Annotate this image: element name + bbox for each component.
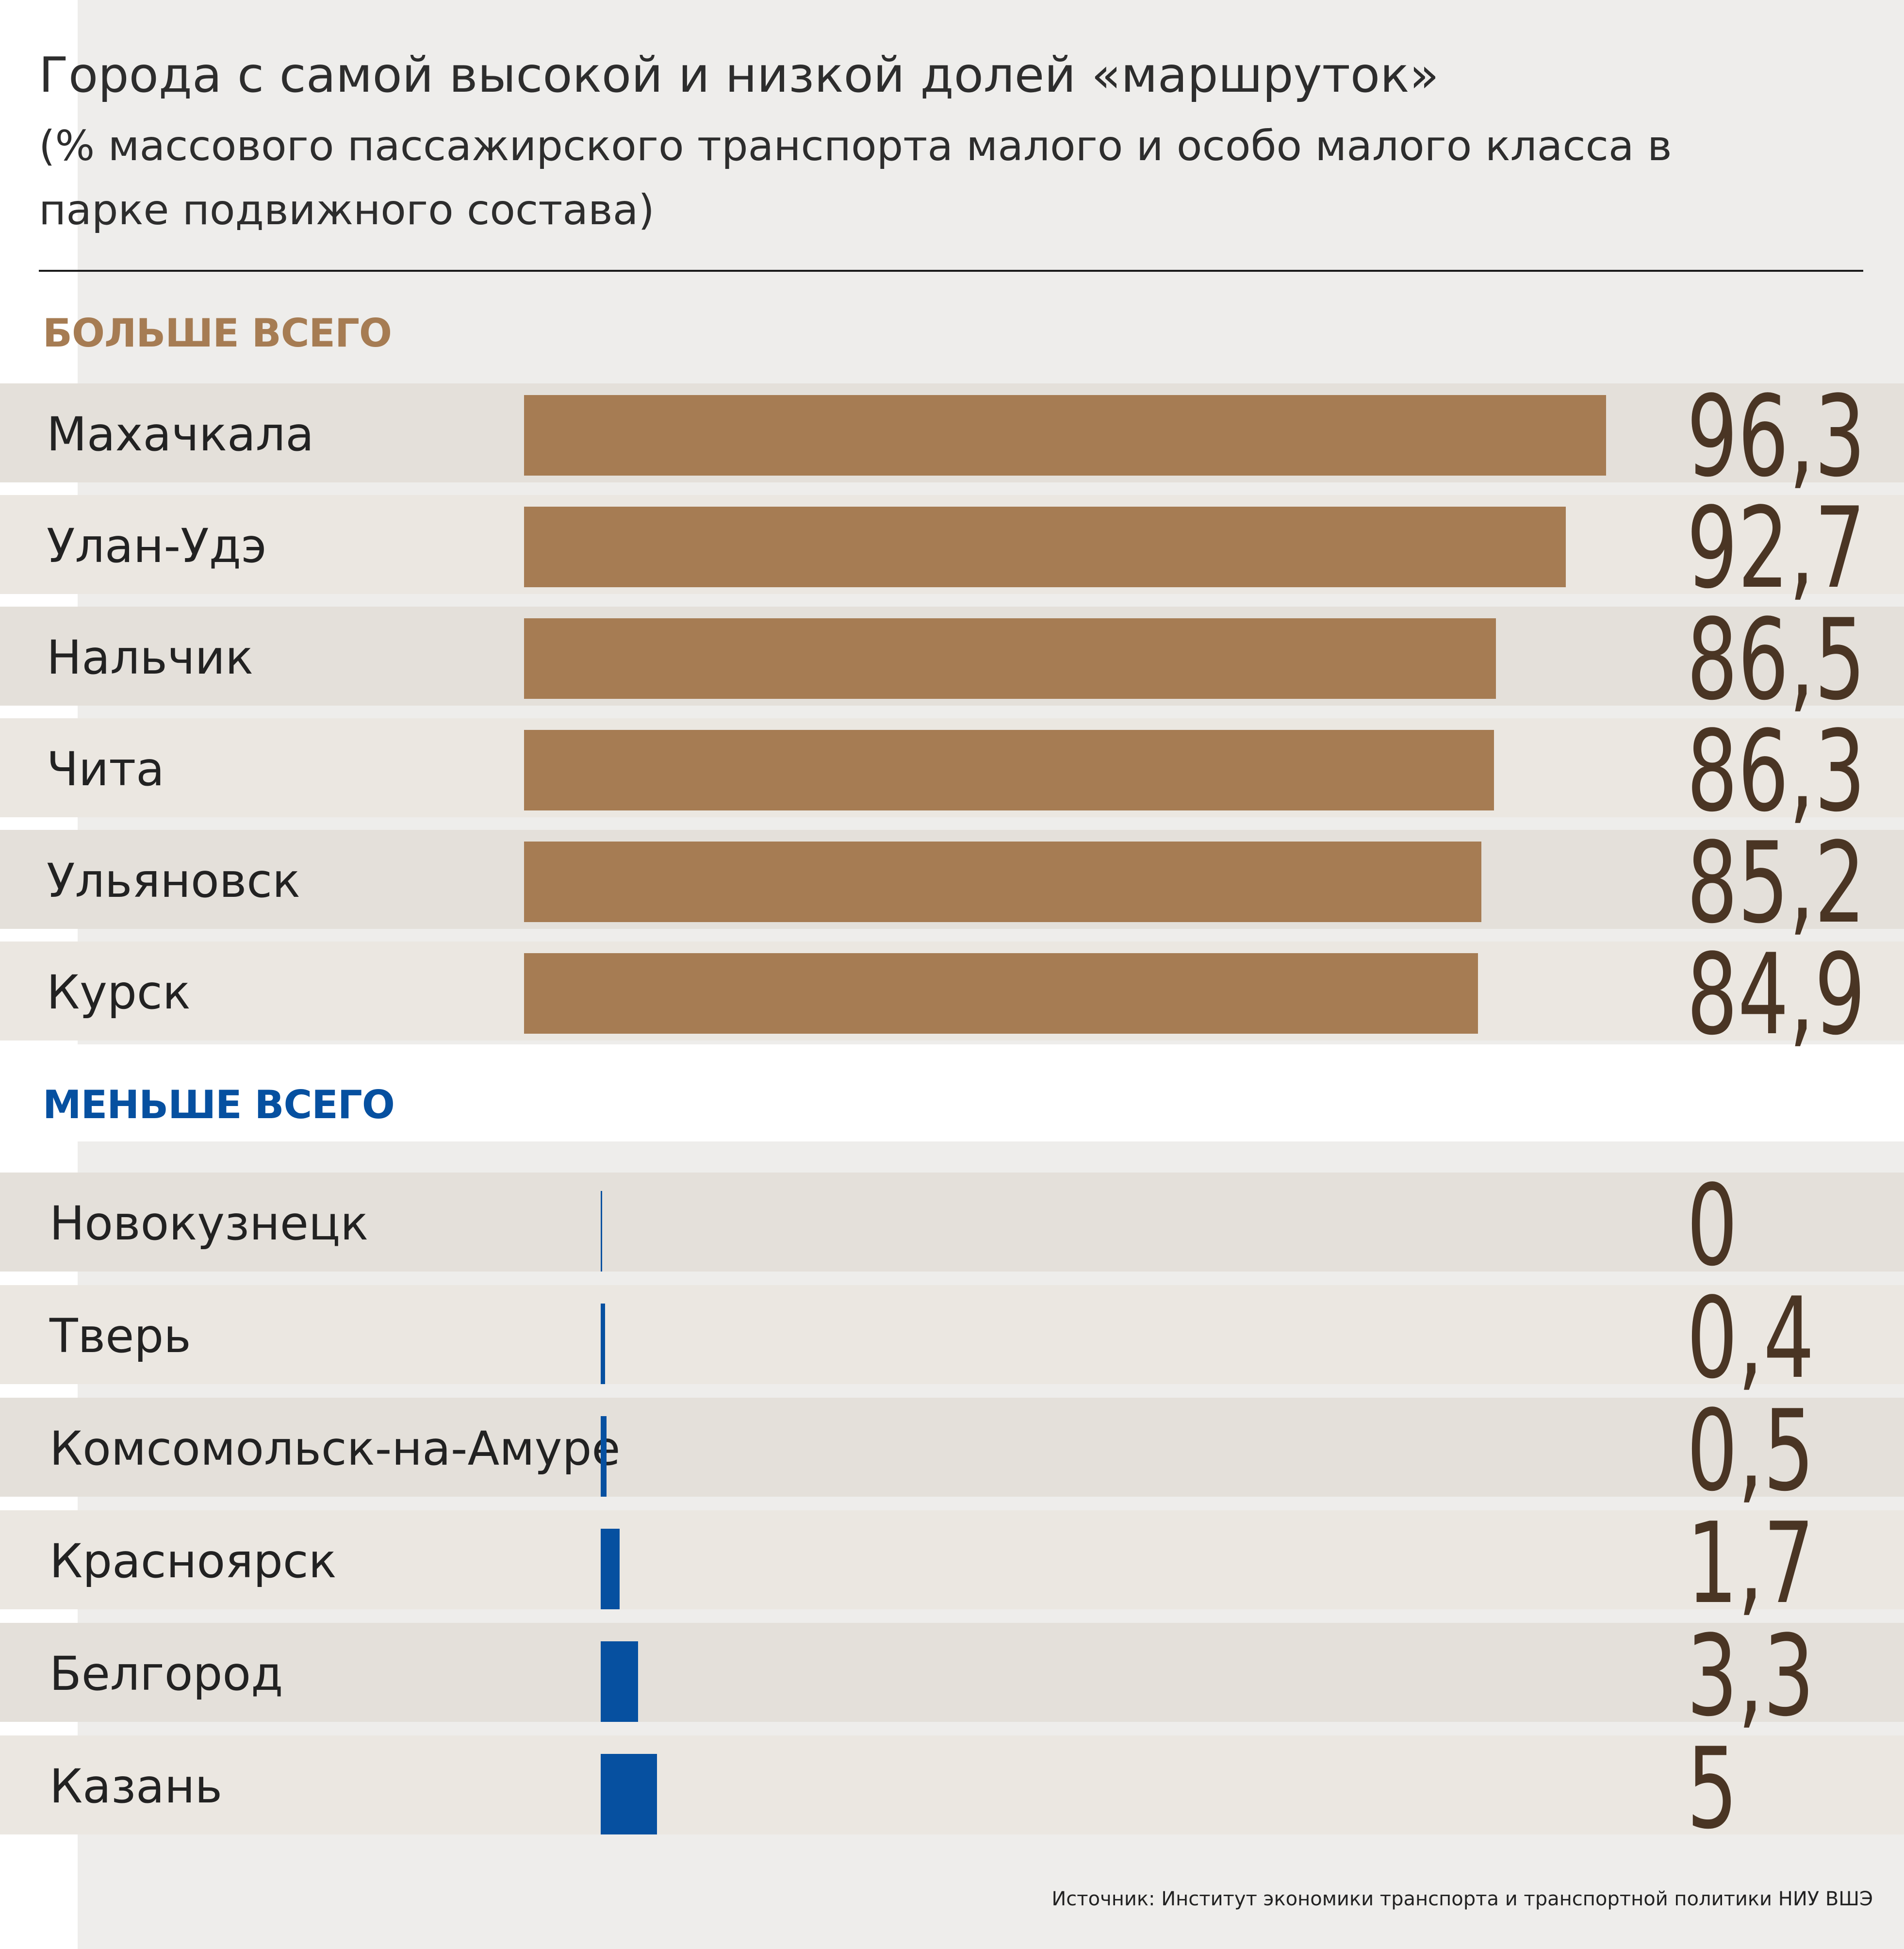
category-label: Улан-Удэ [47,519,267,573]
data-label: 0,5 [1687,1387,1815,1516]
bar [524,618,1496,699]
bar [601,1754,657,1834]
category-label: Тверь [49,1309,191,1363]
data-label: 1,7 [1687,1499,1815,1629]
category-label: Комсомольск-на-Амуре [49,1421,621,1476]
bar [524,842,1482,922]
category-label: Белгород [49,1647,283,1701]
data-label: 96,3 [1687,372,1866,502]
data-label: 85,2 [1687,819,1866,948]
chart-subtitle: (% массового пассажирского транспорта ма… [39,122,1672,234]
data-label: 92,7 [1687,484,1866,613]
category-label: Ульяновск [47,854,301,908]
row-band [0,1510,1904,1609]
bar [524,730,1494,810]
row-band [0,1285,1904,1384]
row-band [0,1398,1904,1497]
category-label: Новокузнецк [49,1196,369,1251]
section-label-least: МЕНЬШЕ ВСЕГО [43,1082,395,1127]
data-label: 86,3 [1687,707,1866,837]
data-label: 5 [1687,1724,1738,1854]
bar [601,1191,602,1272]
bar [601,1304,606,1384]
bar [524,507,1566,587]
category-label: Чита [47,742,164,796]
bar [601,1416,607,1497]
row-band [0,1623,1904,1722]
bar [601,1529,620,1609]
bar [524,953,1478,1034]
source-note: Источник: Институт экономики транспорта … [1051,1888,1873,1910]
bar [601,1641,638,1722]
category-label: Красноярск [49,1534,337,1588]
data-label: 0 [1687,1161,1738,1291]
data-label: 86,5 [1687,595,1866,725]
category-label: Махачкала [47,407,314,462]
section-gap [0,1044,1904,1141]
category-label: Казань [49,1759,223,1814]
category-label: Нальчик [47,630,254,685]
title-divider [39,270,1863,272]
bar [524,395,1607,476]
data-label: 3,3 [1687,1612,1815,1741]
section-label-most: БОЛЬШЕ ВСЕГО [43,311,392,356]
chart-title: Города с самой высокой и низкой долей «м… [39,47,1439,103]
category-label: Курск [47,965,191,1020]
data-label: 0,4 [1687,1274,1815,1404]
row-band [0,1173,1904,1272]
row-band [0,1735,1904,1834]
data-label: 84,9 [1687,930,1866,1060]
